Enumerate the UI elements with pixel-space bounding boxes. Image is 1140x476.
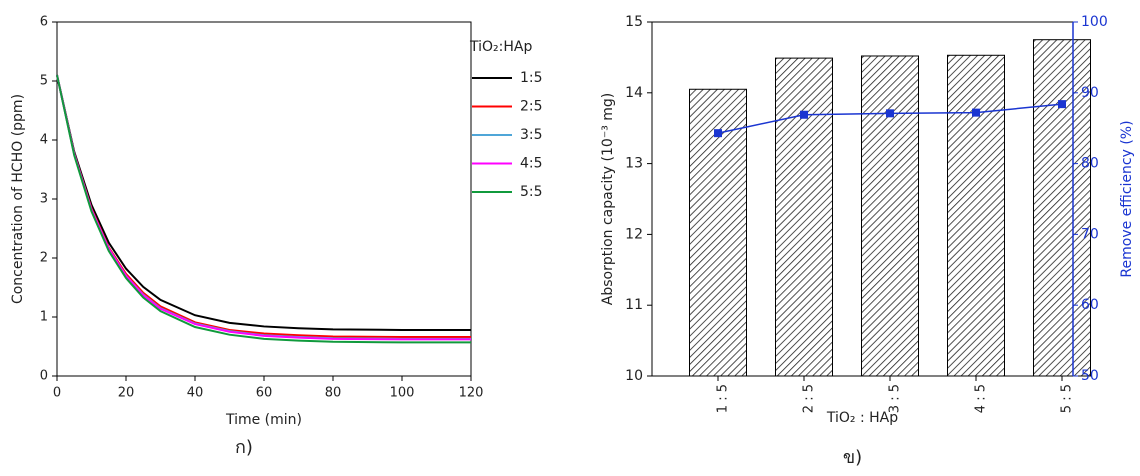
x-tick-label: 120: [459, 386, 484, 401]
y-axis-label: Concentration of HCHO (ppm): [10, 94, 26, 304]
legend-label: 1:5: [520, 70, 543, 86]
x-axis-label: Time (min): [225, 412, 302, 428]
y-tick-label: 15: [625, 14, 643, 30]
x-tick-label: 20: [118, 386, 135, 401]
y-axis-label: Absorption capacity (10⁻³ mg): [600, 93, 616, 306]
efficiency-marker: [800, 110, 808, 119]
efficiency-marker: [714, 129, 722, 138]
y-tick-label: 13: [625, 156, 643, 172]
data-line: [56, 74, 471, 339]
legend-label: 2:5: [520, 99, 543, 115]
y2-axis-label: Remove efficiency (%): [1119, 120, 1135, 277]
y-tick-label: 12: [625, 226, 643, 242]
legend-label: 4:5: [520, 156, 543, 172]
efficiency-marker: [886, 109, 894, 118]
data-line: [56, 74, 471, 341]
bar: [775, 57, 833, 377]
caption: ก): [235, 437, 253, 458]
x-tick-label: 80: [325, 386, 342, 401]
x-axis-label: TiO₂ : HAp: [826, 410, 898, 426]
caption: ข): [843, 447, 862, 468]
y-tick-label: 2: [40, 251, 48, 266]
y-tick-label: 11: [625, 297, 643, 313]
bar: [861, 55, 919, 377]
efficiency-marker: [1058, 100, 1066, 109]
x-tick-label: 100: [390, 386, 415, 401]
data-line: [56, 74, 471, 331]
x-tick-label: 1 : 5: [716, 384, 731, 413]
y-tick-label: 3: [40, 192, 48, 207]
legend-title: TiO₂:HAp: [469, 39, 532, 55]
x-tick-label: 60: [256, 386, 273, 401]
legend-label: 5:5: [520, 184, 543, 200]
y2-tick-label: 70: [1081, 226, 1099, 242]
y-tick-label: 14: [625, 85, 643, 101]
x-tick-label: 4 : 5: [974, 384, 989, 413]
plot-frame: [56, 21, 472, 377]
y-tick-label: 0: [40, 369, 48, 384]
x-tick-label: 3 : 5: [888, 384, 903, 413]
y-tick-label: 10: [625, 368, 643, 384]
y2-tick-label: 50: [1081, 368, 1099, 384]
y-tick-label: 5: [40, 74, 48, 89]
data-line: [56, 74, 471, 340]
x-tick-label: 2 : 5: [802, 384, 817, 413]
x-tick-label: 0: [53, 386, 61, 401]
x-tick-label: 40: [187, 386, 204, 401]
y2-tick-label: 100: [1081, 14, 1108, 30]
y2-tick-label: 80: [1081, 156, 1099, 172]
bar: [1033, 39, 1091, 377]
y-tick-label: 6: [40, 15, 48, 30]
y2-tick-label: 90: [1081, 85, 1099, 101]
efficiency-marker: [972, 108, 980, 117]
bar: [947, 54, 1005, 377]
y-tick-label: 1: [40, 310, 48, 325]
x-tick-label: 5 : 5: [1060, 384, 1075, 413]
data-line: [56, 74, 471, 344]
y-tick-label: 4: [40, 133, 48, 148]
y2-tick-label: 60: [1081, 297, 1099, 313]
legend-label: 3:5: [520, 127, 543, 143]
